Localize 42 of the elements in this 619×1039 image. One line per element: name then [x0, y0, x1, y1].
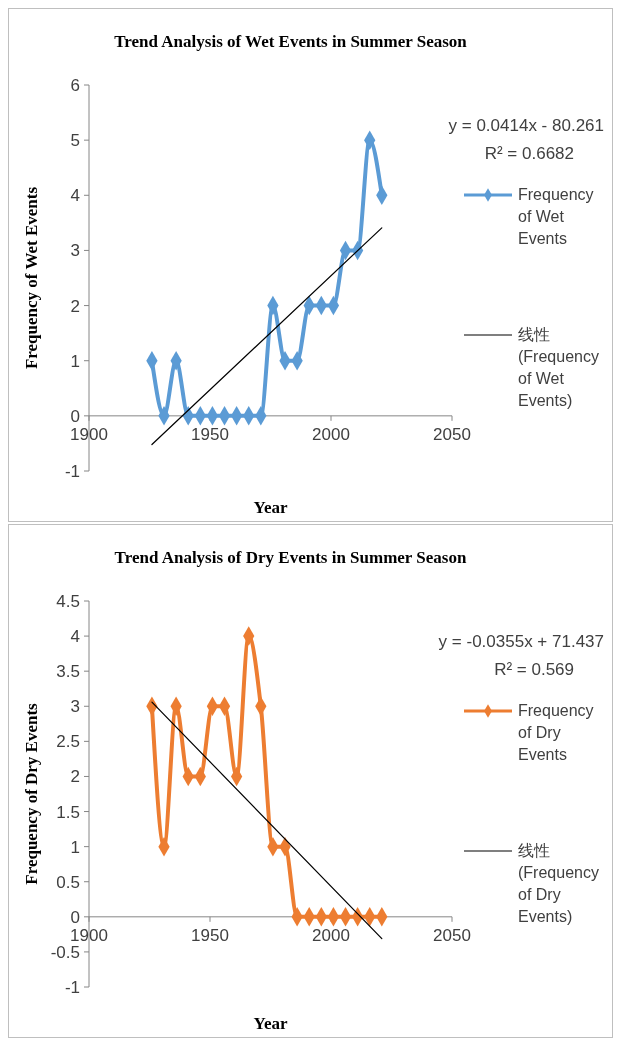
x-tick-label: 2000 [312, 925, 350, 945]
text: R² = 0.6682 [484, 144, 574, 163]
y-tick-label: -1 [64, 462, 80, 481]
annotation: y = 0.0414x - 80.261 [448, 116, 604, 135]
y-tick-label: 1.5 [56, 802, 80, 822]
x-axis-title: Year [253, 498, 288, 517]
x-tick-label: 2000 [312, 424, 350, 444]
legend-label: 线性 (Frequency of Dry Events) [518, 842, 599, 925]
text: R² = 0.569 [494, 660, 574, 679]
y-tick-label: 0.5 [56, 872, 80, 892]
x-tick-label: 1900 [70, 925, 108, 945]
y-tick-label: 1 [70, 837, 80, 857]
legend-label: Frequency of Dry Events [518, 702, 594, 763]
y-tick-label: 0 [70, 406, 80, 426]
y-tick-label: 0 [70, 907, 80, 927]
y-tick-label: 2 [70, 767, 80, 787]
chart-title: Trend Analysis of Wet Events in Summer Season [114, 32, 468, 51]
x-axis-title: Year [253, 1014, 288, 1033]
y-tick-label: -1 [64, 978, 80, 997]
y-tick-label: 3 [70, 697, 80, 717]
y-tick-label: 2 [70, 296, 80, 316]
y-tick-label: 5 [70, 131, 80, 151]
x-tick-label: 2050 [433, 925, 471, 945]
y-tick-label: 1 [70, 351, 80, 371]
x-tick-label: 2050 [433, 424, 471, 444]
y-axis-title: Frequency of Wet Events [22, 186, 41, 370]
y-tick-label: 3 [70, 241, 80, 261]
legend-label: Frequency of Wet Events [518, 186, 594, 247]
y-axis-title: Frequency of Dry Events [22, 702, 41, 885]
y-tick-label: 4 [70, 627, 80, 647]
y-tick-label: 6 [70, 76, 80, 95]
annotation: y = -0.0355x + 71.437 [438, 632, 604, 651]
y-tick-label: 4.5 [56, 592, 80, 611]
legend-label: 线性 (Frequency of Wet Events) [518, 326, 599, 409]
chart-title: Trend Analysis of Dry Events in Summer Season [114, 548, 467, 567]
y-tick-label: -0.5 [50, 942, 80, 962]
x-tick-label: 1950 [191, 424, 229, 444]
y-tick-label: 3.5 [56, 662, 80, 682]
x-tick-label: 1900 [70, 424, 108, 444]
y-tick-label: 2.5 [56, 732, 80, 752]
x-tick-label: 1950 [191, 925, 229, 945]
y-tick-label: 4 [70, 186, 80, 206]
